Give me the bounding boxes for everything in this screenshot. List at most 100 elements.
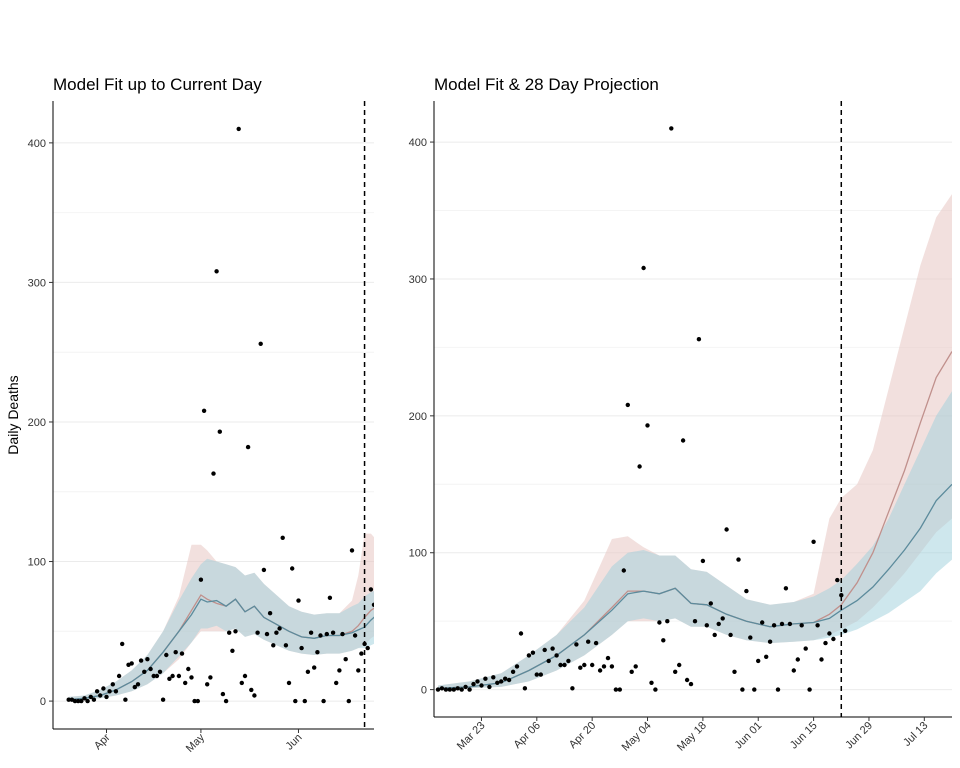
observed-death-point [696,337,702,342]
observed-death-point [160,697,166,702]
observed-death-point [839,593,844,598]
observed-death-point [542,647,547,653]
uncertainty-band-b [438,391,952,690]
observed-death-point [684,677,690,683]
observed-death-point [439,686,445,691]
observed-death-point [657,620,662,625]
observed-death-point [79,698,84,704]
x-tick-label: Jun 15 [788,720,820,752]
observed-death-point [740,687,745,692]
chart-title: Model Fit up to Current Day [53,75,262,94]
observed-death-point [154,673,160,679]
observed-death-point [767,639,773,644]
observed-death-point [82,696,87,701]
observed-death-point [113,689,119,694]
observed-death-point [76,698,81,704]
observed-death-point [293,698,298,704]
plot-area [66,126,379,704]
y-tick-label: 300 [28,277,46,289]
y-tick-label: 300 [409,274,427,286]
observed-death-point [148,666,153,672]
observed-death-point [286,680,292,686]
observed-death-point [605,655,611,661]
x-tick-label: May 04 [620,720,654,754]
observed-death-point [771,623,777,628]
observed-death-point [167,676,172,681]
observed-death-point [506,677,512,683]
observed-death-point [641,265,646,271]
observed-death-point [799,623,804,628]
observed-death-point [368,587,374,592]
x-tick-label: Jun 29 [843,720,875,752]
x-tick-label: Mar 23 [455,720,488,753]
observed-death-point [680,438,686,443]
observed-death-point [183,680,188,686]
observed-death-point [176,673,182,679]
observed-death-point [164,652,169,658]
observed-death-point [343,657,348,662]
observed-death-point [132,684,137,690]
observed-death-point [255,630,260,635]
observed-death-point [104,694,109,700]
observed-death-point [142,669,147,674]
observed-death-point [653,687,658,692]
observed-death-point [249,687,254,693]
observed-death-point [451,687,456,692]
observed-death-point [274,630,279,635]
observed-death-point [230,648,235,653]
observed-death-point [179,651,185,656]
observed-death-point [673,669,678,674]
observed-death-point [756,658,761,664]
x-tick-label: May 18 [675,720,709,754]
observed-death-point [283,643,289,648]
observed-death-point [359,651,364,656]
observed-death-point [665,619,670,624]
observed-death-point [435,687,441,692]
observed-death-point [123,697,128,702]
observed-death-point [66,697,71,702]
observed-death-point [752,687,757,692]
observed-death-point [375,639,379,643]
model-line-b [437,483,952,689]
observed-death-point [637,464,642,469]
observed-death-point [271,643,276,648]
observed-death-point [261,567,267,573]
observed-death-point [321,698,326,704]
observed-death-point [617,687,622,692]
observed-death-point [704,623,709,628]
observed-death-point [819,657,824,662]
observed-death-point [201,408,207,413]
x-tick-label: Jun 01 [733,720,765,752]
observed-death-point [324,631,329,637]
observed-death-point [483,676,488,681]
observed-death-point [574,642,579,647]
x-tick-label: Jun [284,732,305,753]
y-axis-title: Daily Deaths [5,375,21,454]
observed-death-point [827,631,832,636]
observed-death-point [807,687,812,692]
observed-death-point [258,341,263,346]
observed-death-point [302,698,307,704]
observed-death-point [621,568,626,573]
observed-death-point [803,646,808,651]
observed-death-point [236,126,241,132]
observed-death-point [677,662,682,668]
observed-death-point [534,672,539,677]
observed-death-point [787,621,793,627]
observed-death-point [601,664,607,669]
observed-death-point [447,687,452,692]
observed-death-point [566,658,571,664]
observed-death-point [779,621,785,627]
observed-death-point [72,698,78,704]
observed-death-point [107,689,112,694]
observed-death-point [522,686,528,691]
observed-death-point [736,557,741,562]
observed-death-point [223,698,229,704]
panel-projection: 0 100 200 300 400 Mar 23 Apr 06 Apr 20 May 04 May… [409,75,952,754]
observed-death-point [530,650,536,655]
observed-death-point [570,686,575,691]
observed-death-point [791,668,796,673]
observed-death-point [352,633,358,638]
observed-death-point [277,626,282,631]
